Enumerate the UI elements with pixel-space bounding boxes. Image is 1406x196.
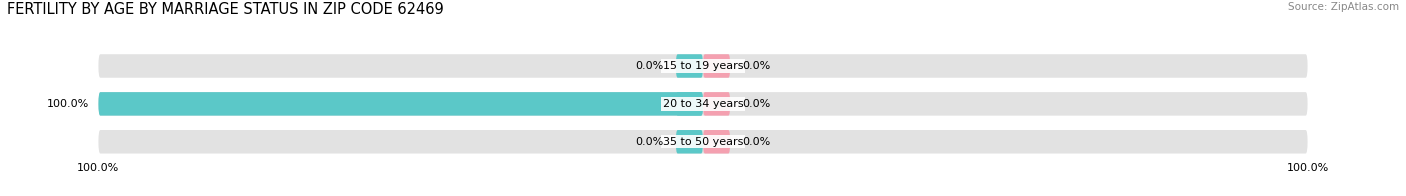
Text: 20 to 34 years: 20 to 34 years [662, 99, 744, 109]
FancyBboxPatch shape [98, 130, 1308, 153]
Text: Source: ZipAtlas.com: Source: ZipAtlas.com [1288, 2, 1399, 12]
Text: 100.0%: 100.0% [48, 99, 90, 109]
FancyBboxPatch shape [98, 92, 703, 116]
FancyBboxPatch shape [703, 130, 730, 153]
FancyBboxPatch shape [703, 54, 730, 78]
Text: 0.0%: 0.0% [742, 137, 770, 147]
Text: 0.0%: 0.0% [742, 99, 770, 109]
Text: 0.0%: 0.0% [636, 61, 664, 71]
FancyBboxPatch shape [676, 92, 703, 116]
FancyBboxPatch shape [676, 130, 703, 153]
Text: 35 to 50 years: 35 to 50 years [662, 137, 744, 147]
Text: FERTILITY BY AGE BY MARRIAGE STATUS IN ZIP CODE 62469: FERTILITY BY AGE BY MARRIAGE STATUS IN Z… [7, 2, 444, 17]
Text: 0.0%: 0.0% [742, 61, 770, 71]
FancyBboxPatch shape [98, 92, 1308, 116]
FancyBboxPatch shape [98, 54, 1308, 78]
Text: 0.0%: 0.0% [636, 137, 664, 147]
FancyBboxPatch shape [676, 54, 703, 78]
FancyBboxPatch shape [703, 92, 730, 116]
Text: 15 to 19 years: 15 to 19 years [662, 61, 744, 71]
